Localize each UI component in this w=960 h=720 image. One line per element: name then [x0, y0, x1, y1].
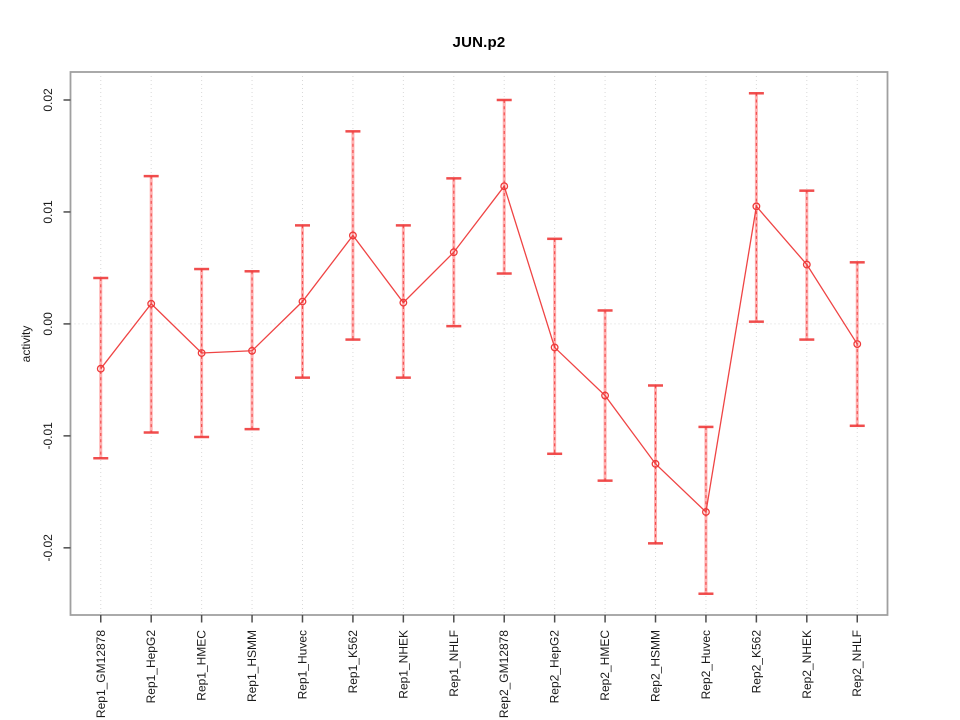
x-tick-label: Rep1_NHEK — [396, 630, 410, 699]
x-tick-label: Rep1_GM12878 — [94, 630, 108, 718]
x-tick-label: Rep1_HSMM — [245, 630, 259, 702]
y-tick-label: 0.02 — [41, 88, 55, 112]
x-tick-label: Rep1_Huvec — [295, 630, 309, 699]
data-point — [248, 346, 257, 355]
x-tick-label: Rep1_K562 — [346, 630, 360, 694]
data-point — [147, 299, 156, 308]
data-point — [399, 298, 408, 307]
data-point — [752, 202, 761, 211]
series-line — [100, 184, 858, 514]
y-tick-label: 0.00 — [41, 312, 55, 336]
x-tick-label: Rep1_NHLF — [447, 630, 461, 697]
x-tick-label: Rep1_HepG2 — [144, 630, 158, 704]
data-point — [853, 340, 862, 349]
data-point — [197, 349, 206, 357]
data-point — [348, 231, 357, 240]
x-tick-label: Rep2_HMEC — [598, 630, 612, 701]
x-tick-label: Rep2_HSMM — [649, 630, 663, 702]
chart-title: JUN.p2 — [452, 34, 506, 51]
y-tick-label: -0.02 — [41, 534, 55, 562]
x-tick-label: Rep1_HMEC — [195, 630, 209, 701]
data-point — [500, 182, 509, 191]
data-point — [651, 459, 660, 468]
x-tick-label: Rep2_K562 — [749, 630, 763, 694]
data-point — [449, 248, 458, 257]
x-tick-label: Rep2_NHEK — [800, 630, 814, 699]
y-tick-label: -0.01 — [41, 422, 55, 450]
x-tick-label: Rep2_HepG2 — [548, 630, 562, 704]
data-point — [601, 391, 610, 400]
x-tick-label: Rep2_NHLF — [850, 630, 864, 697]
x-tick-label: Rep2_GM12878 — [497, 630, 511, 718]
data-point — [802, 260, 811, 269]
data-point — [701, 508, 710, 516]
y-tick-label: 0.01 — [41, 200, 55, 224]
data-point — [298, 297, 307, 306]
data-point — [550, 343, 559, 352]
plot-frame — [69, 71, 889, 616]
data-point — [96, 364, 105, 373]
x-tick-label: Rep2_Huvec — [699, 630, 713, 699]
